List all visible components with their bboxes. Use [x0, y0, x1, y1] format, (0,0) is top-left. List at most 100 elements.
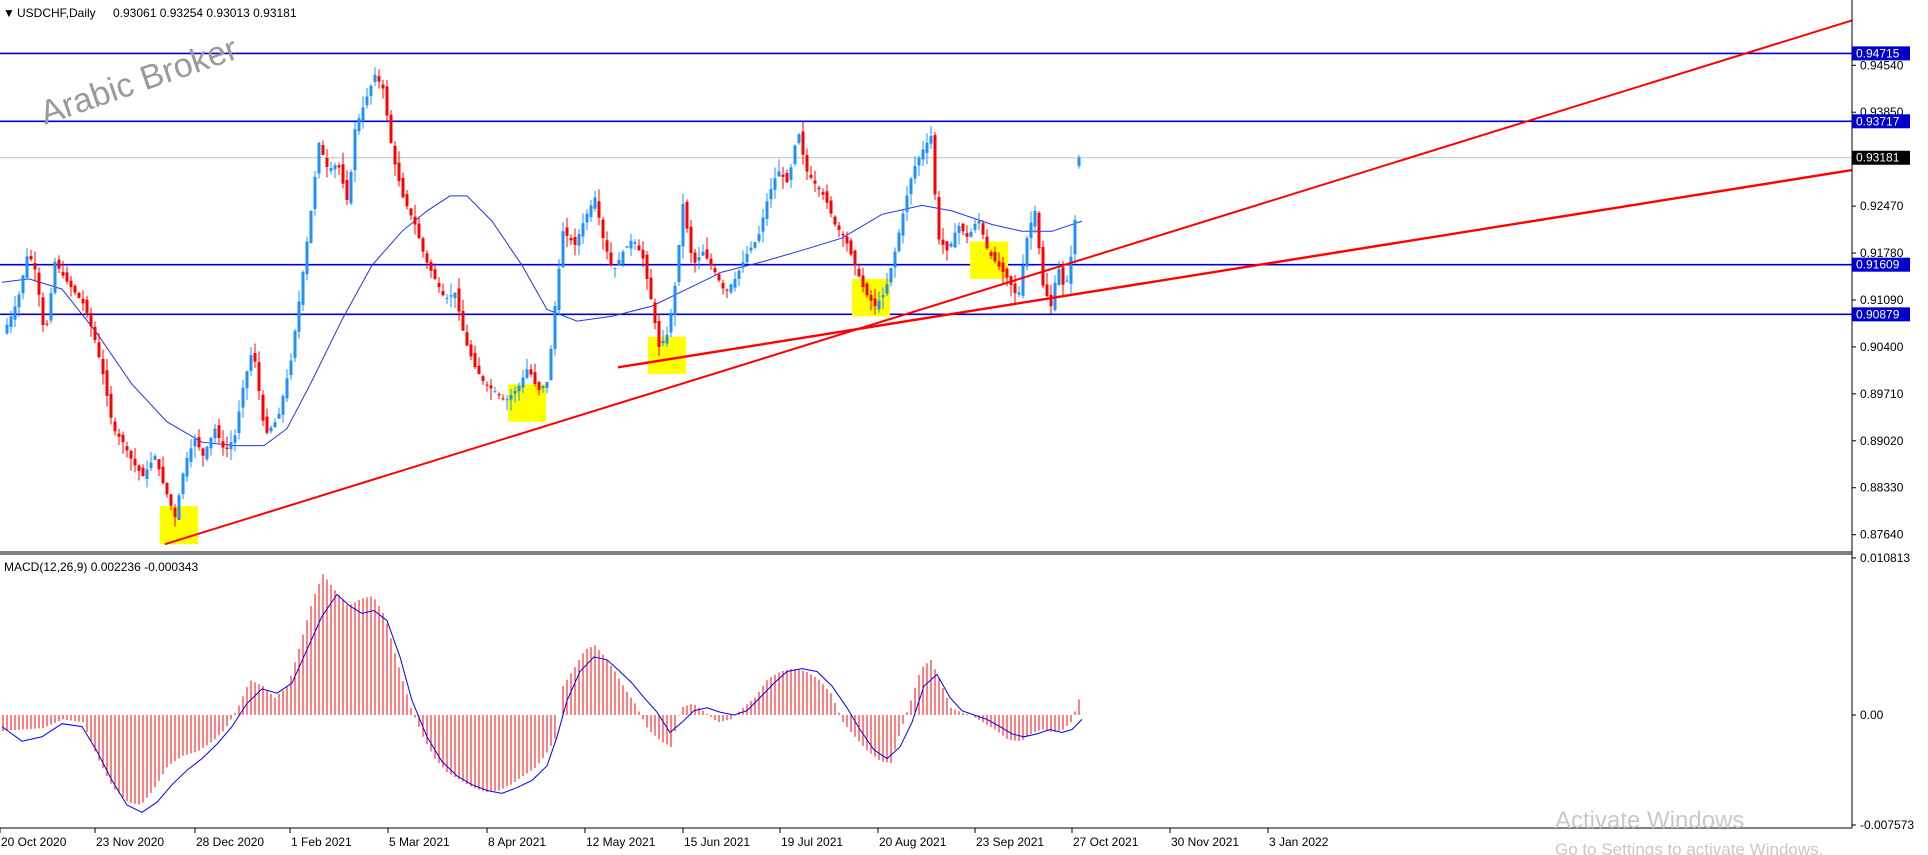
candle-bull [777, 171, 781, 177]
symbol-triangle[interactable]: ▼ [3, 6, 15, 20]
candle-bear [461, 310, 465, 331]
candle-bear [781, 174, 785, 177]
candle-bear [821, 192, 825, 195]
candle-bear [421, 238, 425, 252]
candle-bull [917, 157, 921, 166]
candle-bull [249, 355, 253, 371]
candle-bull [885, 284, 889, 294]
candle-bear [345, 180, 349, 200]
candle-bull [305, 241, 309, 275]
candle-bull [577, 234, 581, 246]
time-tick-label: 23 Sep 2021 [976, 835, 1044, 849]
candle-bull [765, 201, 769, 219]
candle-bear [429, 262, 433, 271]
level-label-text: 0.90879 [1856, 307, 1900, 321]
candle-bear [869, 295, 873, 301]
candle-bear [253, 353, 257, 362]
highlight-box [508, 384, 546, 422]
candle-bear [161, 466, 165, 483]
candle-bear [1001, 262, 1005, 273]
candle-bull [1065, 280, 1069, 282]
macd-signal-line [1, 593, 1083, 813]
candle-bear [657, 321, 661, 347]
candle-bear [477, 365, 481, 375]
candle-bear [77, 292, 81, 298]
level-label-box [1852, 114, 1910, 129]
macd-title: MACD(12,26,9) 0.002236 -0.000343 [4, 560, 198, 574]
candle-bull [893, 251, 897, 268]
price-tick-label: 0.92470 [1860, 199, 1904, 213]
candle-bull [233, 435, 237, 443]
candle-bull [581, 223, 585, 237]
candle-bull [185, 457, 189, 477]
price-tick-label: 0.89020 [1860, 434, 1904, 448]
candle-bull [237, 411, 241, 434]
candle-bear [981, 223, 985, 235]
level-label-text: 0.91609 [1856, 258, 1900, 272]
candle-bear [565, 227, 569, 236]
candle-bull [549, 348, 553, 381]
candle-bear [537, 382, 541, 391]
candle-bull [677, 244, 681, 283]
level-label-text: 0.93717 [1856, 114, 1900, 128]
candle-bear [437, 282, 441, 288]
candle-bull [757, 234, 761, 242]
candle-bull [557, 268, 561, 311]
candle-bear [1013, 283, 1017, 294]
candle-bear [941, 239, 945, 245]
price-tick-label: 0.91090 [1860, 293, 1904, 307]
candle-bear [425, 253, 429, 263]
candle-bear [1049, 294, 1053, 307]
candle-bull [909, 178, 913, 195]
macd-tick-label: 0.010813 [1860, 551, 1910, 565]
candle-bull [789, 167, 793, 180]
candle-bear [1061, 267, 1065, 285]
time-tick-label: 12 May 2021 [586, 835, 656, 849]
price-pane[interactable] [0, 19, 1853, 546]
candle-bear [377, 76, 381, 82]
candle-bear [381, 84, 385, 89]
time-tick-label: 27 Oct 2021 [1073, 835, 1139, 849]
candle-bull [553, 306, 557, 349]
candle-bull [669, 312, 673, 333]
candle-bull [509, 395, 513, 400]
candle-bull [681, 204, 685, 247]
candle-bull [613, 268, 617, 270]
candle-bear [433, 269, 437, 279]
candle-bear [841, 233, 845, 236]
time-tick-label: 23 Nov 2020 [96, 835, 164, 849]
candle-bull [701, 251, 705, 256]
candle-bear [489, 385, 493, 389]
candle-bull [925, 142, 929, 153]
ohlc-readout: 0.93061 0.93254 0.93013 0.93181 [113, 6, 297, 20]
macd-tick-label: -0.007573 [1860, 818, 1914, 832]
candle-bull [929, 136, 933, 144]
candle-bull [1025, 238, 1029, 267]
candle-bear [845, 236, 849, 244]
candle-bull [445, 297, 449, 299]
candle-bear [689, 226, 693, 254]
candle-bear [93, 326, 97, 341]
candle-bull [1069, 256, 1073, 284]
level-label-box [1852, 257, 1910, 272]
candle-bear [817, 187, 821, 190]
candle-bear [29, 255, 33, 260]
candle-bull [49, 293, 53, 321]
candle-bear [65, 272, 69, 282]
candle-bull [741, 262, 745, 268]
candle-bear [69, 280, 73, 288]
candle-bull [525, 369, 529, 378]
candle-bull [505, 399, 509, 401]
candle-bear [597, 201, 601, 218]
candle-bear [837, 225, 841, 230]
macd-pane[interactable] [1, 574, 1083, 813]
candle-bull [513, 390, 517, 394]
candle-bear [653, 302, 657, 324]
candle-bull [177, 495, 181, 520]
candle-bear [857, 268, 861, 277]
candle-bear [709, 258, 713, 266]
candle-bull [749, 247, 753, 251]
pane-separator[interactable] [0, 551, 1852, 555]
candle-bull [181, 473, 185, 495]
